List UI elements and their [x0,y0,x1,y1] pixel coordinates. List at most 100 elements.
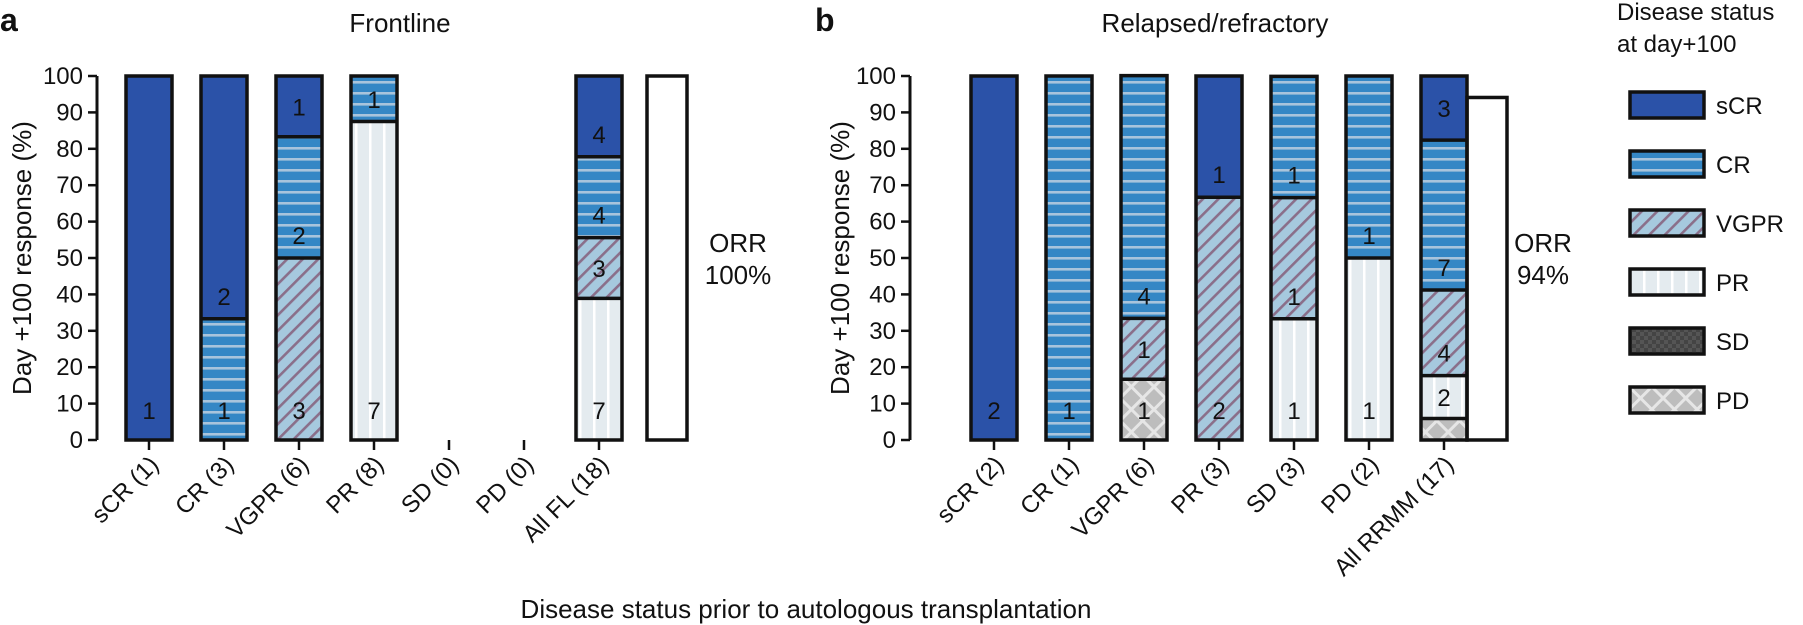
y-tick-label: 100 [856,63,896,90]
panel-a-frontline-chart: a Frontline 0 10 20 30 40 50 60 70 80 90 100 Day +100… [0,2,771,548]
segment-count-label: 4 [592,203,605,230]
bar-outline [349,74,399,442]
orr-bracket [645,74,689,442]
legend-swatch-pd [1628,385,1706,415]
legend-label-vgpr: VGPR [1716,211,1784,238]
legend-swatch-scr [1628,90,1706,120]
legend-label-cr: CR [1716,152,1751,179]
legend-swatch-sd [1628,326,1706,356]
bar-segment-cr [1346,76,1392,258]
bar-outline [969,74,1019,442]
orr-value: 100% [705,260,772,290]
segment-count-label: 1 [1287,163,1300,190]
bar-segment-cr [276,136,322,258]
bar-outline [274,74,324,442]
y-tick-label: 10 [56,391,83,418]
panel-title: Frontline [349,8,450,38]
segment-count-label: 4 [592,122,605,149]
bar-segment-scr [276,76,322,137]
bar-outline [199,74,249,442]
x-tick-label: PD (2) [1316,451,1384,519]
x-tick-label: VGPR (6) [222,451,315,544]
legend-swatch-pr [1628,267,1706,297]
bar-segment-cr [1121,75,1167,319]
x-tick-label: PR (3) [1166,451,1234,519]
bar-segment-cr [201,318,247,440]
legend-label-pr: PR [1716,270,1749,297]
y-axis-label: Day +100 response (%) [825,121,855,395]
segment-count-label: 1 [1137,398,1150,425]
orr-label: ORR [709,228,767,258]
bar-segment-vgpr [576,237,622,299]
segment-count-label: 7 [1437,255,1450,282]
bar-segment-cr [1271,76,1317,198]
y-tick-label: 90 [56,99,83,126]
segment-count-label: 1 [1212,162,1225,189]
segment-count-label: 1 [292,94,305,121]
bar-segment-pr [1271,318,1317,440]
y-tick-label: 80 [56,136,83,163]
segment-count-label: 7 [367,398,380,425]
segment-count-label: 1 [217,398,230,425]
bar-segment-scr [971,76,1017,440]
y-tick-label: 50 [56,245,83,272]
x-tick-label: CR (1) [1015,451,1084,520]
orr-bracket [1465,95,1509,442]
segment-count-label: 2 [217,284,230,311]
y-tick-label: 70 [869,172,896,199]
bar-segment-pr [1346,258,1392,440]
segment-count-label: 7 [592,398,605,425]
bar-segment-pr [351,121,397,440]
panel-letter: a [0,2,18,38]
bar-segment-cr [1421,140,1467,291]
segment-count-label: 1 [1287,398,1300,425]
x-tick-label: PR (8) [321,451,389,519]
bar-segment-scr [126,76,172,440]
x-tick-label: CR (3) [170,451,239,520]
segment-count-label: 2 [1437,385,1450,412]
legend: Disease status at day+100 sCR CR VGPR PR SD PD [1617,0,1784,415]
y-tick-label: 20 [869,354,896,381]
y-tick-label: 0 [883,427,896,454]
panel-b-relapsed-refractory-chart: b Relapsed/refractory 0 10 20 30 40 50 60 70 80 90 1… [815,2,1572,582]
y-tick-label: 90 [869,99,896,126]
y-tick-label: 30 [869,318,896,345]
bar-outline [1269,74,1319,442]
bar-segment-pd [1421,418,1467,440]
segment-count-label: 3 [292,398,305,425]
panel-letter: b [815,2,835,38]
bar-segment-vgpr [1121,318,1167,380]
bar-outline [574,74,624,442]
legend-title-line: Disease status [1617,0,1774,26]
segment-count-label: 2 [1212,398,1225,425]
bar-segment-vgpr [276,258,322,440]
x-tick-label: VGPR (6) [1067,451,1160,544]
segment-count-label: 1 [142,398,155,425]
bar-segment-cr [1046,76,1092,440]
y-tick-label: 40 [869,281,896,308]
segment-count-label: 2 [987,398,1000,425]
x-tick-label: PD (0) [471,451,539,519]
y-tick-label: 40 [56,281,83,308]
bar-segment-cr [351,76,397,122]
legend-label-scr: sCR [1716,93,1763,120]
segment-count-label: 4 [1137,283,1150,310]
x-tick-label: SD (3) [1241,451,1309,519]
y-axis-label: Day +100 response (%) [7,121,37,395]
y-tick-label: 10 [869,391,896,418]
bar-segment-pr [1421,375,1467,419]
bar-segment-scr [576,76,622,157]
y-tick-label: 30 [56,318,83,345]
y-tick-label: 60 [869,209,896,236]
x-tick-label: sCR (1) [87,451,165,529]
segment-count-label: 1 [1287,284,1300,311]
bar-segment-vgpr [1196,197,1242,440]
segment-count-label: 3 [592,256,605,283]
segment-count-label: 1 [367,87,380,114]
segment-count-label: 1 [1362,223,1375,250]
y-tick-label: 100 [43,63,83,90]
segment-count-label: 4 [1437,341,1450,368]
segment-count-label: 2 [292,223,305,250]
y-tick-label: 0 [70,427,83,454]
